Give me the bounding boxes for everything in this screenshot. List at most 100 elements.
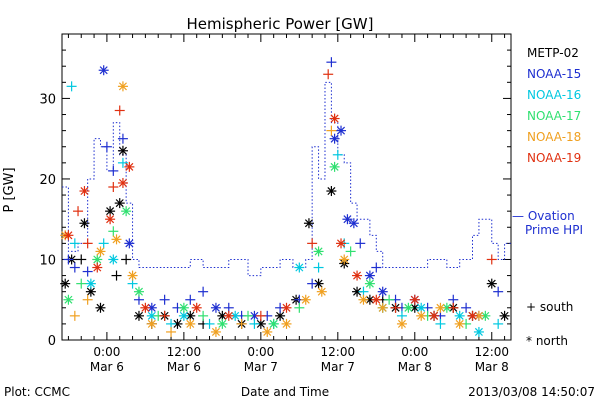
north-point: [377, 286, 388, 297]
south-point: [76, 278, 87, 289]
x-tick-time-label: 12:00: [321, 345, 356, 359]
south-point: [493, 318, 504, 329]
y-tick-label: 10: [39, 253, 56, 268]
north-point: [339, 254, 350, 265]
x-tick-time-label: 0:00: [93, 345, 120, 359]
south-point: [76, 254, 87, 265]
south-point: [117, 133, 128, 144]
north-point: [358, 294, 369, 305]
south-point: [166, 326, 177, 337]
south-point: [307, 238, 318, 249]
south-point: [185, 294, 196, 305]
x-tick-date-label: Mar 6: [167, 360, 201, 374]
south-point: [108, 226, 119, 237]
legend: METP-02 NOAA-15 NOAA-16 NOAA-17 NOAA-18 NOAA-…: [512, 46, 583, 348]
north-point: [63, 230, 74, 241]
south-point: [326, 57, 337, 68]
south-point: [326, 125, 337, 136]
north-point: [121, 206, 132, 217]
north-point: [108, 254, 119, 265]
north-point: [127, 270, 138, 281]
north-point: [178, 302, 189, 313]
north-point: [467, 310, 478, 321]
north-point: [92, 262, 103, 273]
north-point: [473, 310, 484, 321]
south-point: [66, 81, 77, 92]
north-point: [124, 238, 135, 249]
south-point: [69, 310, 80, 321]
north-point: [281, 302, 292, 313]
north-point: [377, 302, 388, 313]
south-point: [448, 302, 459, 313]
north-point: [210, 326, 221, 337]
north-point: [146, 318, 157, 329]
north-point: [371, 294, 382, 305]
south-point: [117, 157, 128, 168]
north-point: [396, 318, 407, 329]
north-point: [268, 318, 279, 329]
legend-north-label: * north: [526, 334, 568, 348]
plot-credit: Plot: CCMC: [4, 385, 70, 399]
x-tick-date-label: Mar 8: [475, 360, 509, 374]
north-point: [133, 310, 144, 321]
south-point: [198, 310, 209, 321]
north-point: [79, 186, 90, 197]
north-point: [210, 302, 221, 313]
south-point: [323, 69, 334, 80]
north-point: [117, 81, 128, 92]
north-point: [329, 161, 340, 172]
south-point: [69, 238, 80, 249]
north-point: [429, 310, 440, 321]
north-point: [409, 294, 420, 305]
south-point: [73, 206, 84, 217]
south-point: [159, 310, 170, 321]
legend-ovation-label: Prime HPI: [525, 223, 583, 237]
south-point: [345, 246, 356, 257]
ovation-hpi-path: [62, 81, 511, 277]
north-point: [403, 302, 414, 313]
north-point: [326, 186, 337, 197]
north-point: [348, 218, 359, 229]
south-point: [159, 294, 170, 305]
north-point: [329, 113, 340, 124]
x-tick-time-label: 0:00: [401, 345, 428, 359]
north-point: [223, 310, 234, 321]
north-point: [364, 278, 375, 289]
north-point: [352, 286, 363, 297]
south-point: [313, 262, 324, 273]
north-point: [313, 278, 324, 289]
south-point: [294, 302, 305, 313]
south-point: [114, 105, 125, 116]
south-point: [371, 262, 382, 273]
x-tick-date-label: Mar 7: [244, 360, 278, 374]
south-point: [82, 294, 93, 305]
north-point: [316, 286, 327, 297]
south-point: [82, 266, 93, 277]
legend-entry: METP-02: [527, 46, 579, 60]
south-point: [98, 238, 109, 249]
north-point: [336, 125, 347, 136]
north-point: [435, 302, 446, 313]
south-point: [111, 270, 122, 281]
north-point: [300, 294, 311, 305]
x-tick-time-label: 0:00: [247, 345, 274, 359]
plot-timestamp: 2013/03/08 14:50:07: [468, 385, 595, 399]
south-point: [493, 286, 504, 297]
north-point: [416, 310, 427, 321]
south-point: [355, 238, 366, 249]
south-point: [198, 286, 209, 297]
north-point: [114, 198, 125, 209]
north-point: [105, 206, 116, 217]
legend-entry: NOAA-19: [527, 151, 581, 165]
north-point: [111, 234, 122, 245]
south-point: [307, 278, 318, 289]
north-point: [336, 238, 347, 249]
legend-entry: NOAA-18: [527, 130, 581, 144]
north-point: [303, 218, 314, 229]
north-point: [79, 218, 90, 229]
north-point: [281, 318, 292, 329]
y-axis-label: P [GW]: [2, 167, 17, 212]
x-tick-time-label: 12:00: [474, 345, 509, 359]
north-point: [262, 326, 273, 337]
